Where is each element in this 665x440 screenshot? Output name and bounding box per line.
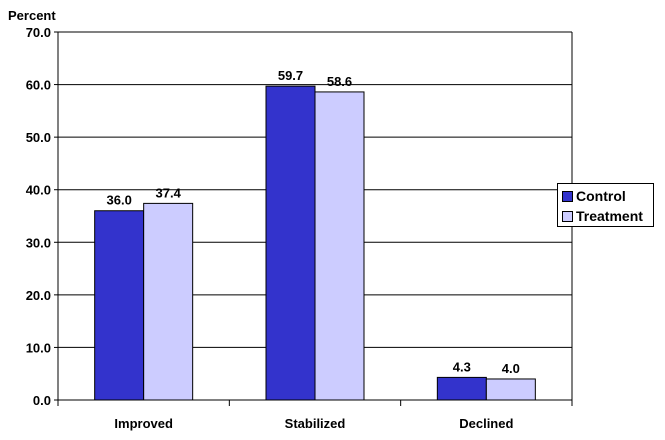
- bar-control: [94, 210, 145, 401]
- bar-control: [265, 85, 316, 401]
- data-label: 4.3: [453, 359, 471, 374]
- data-label: 36.0: [107, 193, 132, 208]
- data-label: 59.7: [278, 68, 303, 83]
- y-tick-label: 20.0: [26, 288, 51, 303]
- x-tick-label: Declined: [459, 416, 513, 431]
- legend-item-control: Control: [562, 186, 649, 206]
- bar-treatment: [314, 91, 365, 401]
- data-label: 4.0: [502, 361, 520, 376]
- legend-label: Treatment: [576, 208, 643, 224]
- y-tick-label: 30.0: [26, 235, 51, 250]
- legend-label: Control: [576, 188, 626, 204]
- data-label: 58.6: [327, 74, 352, 89]
- bar-treatment: [143, 202, 194, 401]
- legend-swatch-treatment: [562, 210, 573, 222]
- legend-swatch-control: [562, 190, 573, 202]
- y-tick-label: 70.0: [26, 25, 51, 40]
- y-tick-label: 0.0: [33, 393, 51, 408]
- y-tick-label: 40.0: [26, 183, 51, 198]
- y-tick-label: 60.0: [26, 78, 51, 93]
- x-tick-label: Improved: [114, 416, 173, 431]
- bar-treatment: [485, 378, 536, 401]
- data-label: 37.4: [156, 185, 182, 200]
- y-tick-label: 10.0: [26, 340, 51, 355]
- x-tick-label: Stabilized: [285, 416, 346, 431]
- legend-item-treatment: Treatment: [562, 206, 649, 226]
- legend: Control Treatment: [557, 183, 654, 227]
- y-axis-label: Percent: [8, 8, 56, 23]
- y-tick-label: 50.0: [26, 130, 51, 145]
- bar-control: [436, 376, 487, 401]
